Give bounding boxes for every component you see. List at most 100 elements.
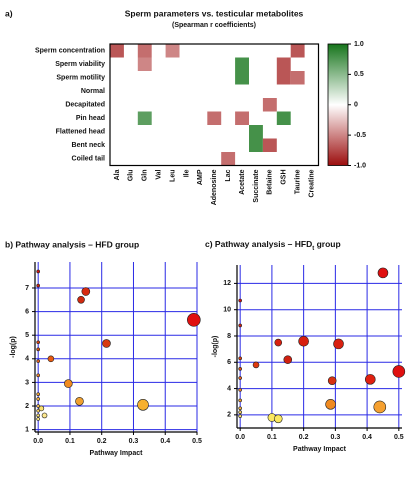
column-label: Taurine	[294, 169, 301, 194]
column-label: Glu	[128, 170, 135, 182]
bubble	[64, 379, 73, 388]
heatmap-cell	[276, 57, 291, 71]
bubble	[238, 323, 242, 328]
x-tick-label: 0.5	[192, 438, 202, 445]
y-tick-label: 10	[223, 307, 231, 314]
bubble	[238, 298, 242, 303]
colorbar-tick-label: 0	[354, 102, 358, 109]
y-tick-label: 1	[25, 426, 29, 433]
y-tick-label: 3	[25, 379, 29, 386]
heatmap-cell	[249, 125, 263, 139]
heatmap-cell	[276, 71, 291, 85]
row-label: Normal	[81, 88, 105, 95]
row-label: Decapitated	[65, 102, 105, 109]
heatmap-cell	[137, 44, 152, 58]
y-tick-label: 4	[25, 356, 29, 363]
column-label: Betaine	[267, 169, 274, 194]
heatmap-cell	[165, 44, 180, 58]
x-tick-label: 0.0	[235, 434, 245, 441]
bubble	[81, 287, 91, 296]
bubble	[364, 374, 376, 385]
x-tick-label: 0.5	[394, 434, 404, 441]
colorbar-tick-label: 1.0	[354, 41, 364, 48]
column-label: Leu	[169, 170, 176, 182]
bubble	[238, 356, 242, 361]
column-label: Succinate	[253, 169, 260, 202]
y-axis-label: -log(p)	[10, 336, 17, 358]
bubble	[137, 399, 149, 411]
bubble	[238, 376, 242, 380]
row-label: Bent neck	[72, 142, 106, 149]
x-tick-label: 0.4	[160, 438, 170, 445]
x-tick-label: 0.1	[65, 438, 75, 445]
bubble	[36, 340, 40, 345]
colorbar-tick-label: -1.0	[354, 162, 366, 169]
x-axis-label: Pathway Impact	[90, 450, 144, 457]
y-tick-label: 2	[227, 412, 231, 419]
heatmap-cell	[137, 111, 152, 125]
bubble	[36, 404, 40, 408]
chart-title: Sperm parameters vs. testicular metaboli…	[125, 8, 304, 18]
bubble	[41, 412, 48, 419]
bubble	[36, 397, 40, 401]
y-tick-label: 5	[25, 332, 29, 339]
x-tick-label: 0.2	[299, 434, 309, 441]
column-label: Ala	[114, 169, 121, 180]
heatmap-cell	[221, 152, 236, 166]
panel-label: a)	[5, 8, 13, 18]
bubble	[102, 339, 111, 348]
bubble	[36, 283, 40, 288]
column-label: AMP	[197, 169, 204, 185]
bubble	[36, 373, 40, 378]
column-label: Lac	[225, 169, 232, 181]
x-tick-label: 0.1	[267, 434, 277, 441]
bubble	[47, 355, 55, 363]
y-tick-label: 6	[25, 308, 29, 315]
bubble	[252, 361, 260, 369]
heatmap-cell	[262, 138, 277, 152]
bubble	[327, 376, 337, 385]
bubble	[325, 399, 336, 410]
colorbar	[327, 43, 349, 166]
y-tick-label: 6	[227, 359, 231, 366]
column-label: Adenosine	[211, 169, 218, 205]
column-label: Creatine	[308, 169, 315, 197]
heatmap-cell	[290, 44, 305, 58]
heatmap-cell	[262, 98, 277, 112]
column-label: GSH	[281, 170, 288, 185]
row-label: Sperm viability	[55, 61, 105, 68]
bubble	[238, 414, 242, 418]
bubble	[77, 295, 85, 304]
x-tick-label: 0.3	[330, 434, 340, 441]
bubble	[36, 392, 40, 397]
heatmap-cell	[110, 44, 124, 58]
x-tick-label: 0.4	[362, 434, 372, 441]
bubble	[238, 367, 242, 371]
row-label: Sperm motility	[56, 75, 105, 82]
heatmap-frame	[109, 43, 320, 167]
x-tick-label: 0.0	[33, 438, 43, 445]
chart-title: c) Pathway analysis – HFDt group	[205, 239, 341, 251]
heatmap-cell	[235, 111, 249, 125]
bubble	[238, 406, 242, 411]
bubble	[36, 413, 40, 418]
bubble	[373, 400, 387, 414]
column-label: Gln	[142, 170, 149, 182]
bubble	[392, 365, 406, 378]
bubble	[36, 359, 40, 363]
bubble	[36, 269, 40, 274]
heatmap-cell	[249, 138, 263, 152]
heatmap-cell	[137, 57, 152, 71]
bubble	[274, 338, 283, 347]
bubble	[36, 347, 40, 352]
x-axis-label: Pathway Impact	[293, 446, 347, 453]
bubble	[298, 335, 309, 347]
heatmap-cell	[235, 57, 249, 71]
bubble	[187, 313, 201, 327]
y-tick-label: 7	[25, 285, 29, 292]
column-label: Val	[155, 169, 162, 179]
y-tick-label: 4	[227, 385, 231, 392]
heatmap-cell	[235, 71, 249, 85]
y-tick-label: 12	[223, 280, 231, 287]
